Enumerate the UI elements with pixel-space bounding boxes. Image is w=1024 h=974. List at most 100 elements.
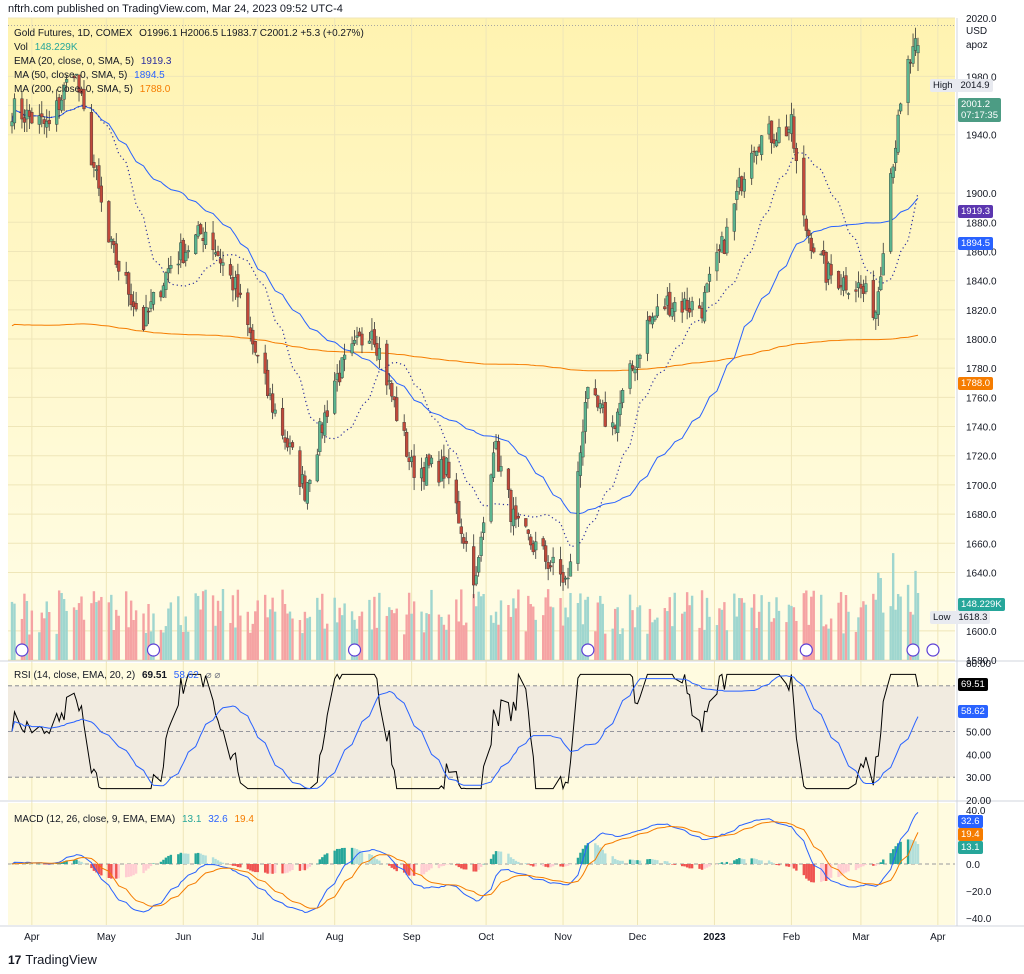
macd-histogram-bar <box>164 857 168 864</box>
symbol-title: Gold Futures, 1D, COMEX <box>14 28 133 39</box>
candle-body <box>750 152 754 179</box>
volume-bar <box>532 606 535 660</box>
candle-body <box>668 291 672 316</box>
macd-histogram-bar <box>234 864 237 866</box>
volume-bar <box>422 632 426 660</box>
candle-body <box>509 490 513 522</box>
volume-bar <box>874 599 878 660</box>
macd-histogram-bar <box>288 864 292 872</box>
volume-bar <box>507 604 510 660</box>
macd-histogram-bar <box>718 863 721 865</box>
rsi-tick-label: 30.00 <box>966 773 991 784</box>
candle-body <box>663 306 667 310</box>
candle-body <box>216 251 220 257</box>
volume-bar <box>738 597 741 660</box>
macd-histogram-bar <box>735 859 738 864</box>
volume-bar <box>777 610 781 660</box>
macd-histogram-bar <box>445 864 448 865</box>
macd-histogram-bar <box>427 864 431 871</box>
macd-histogram-bar <box>402 864 406 873</box>
volume-bar <box>112 629 115 660</box>
candle-body <box>653 315 657 321</box>
candle-body <box>204 231 208 245</box>
macd-histogram-bar <box>911 840 915 864</box>
rsi-hidden-icons[interactable]: ⌀ ⌀ <box>205 670 221 681</box>
macd-histogram-bar <box>824 864 828 881</box>
candle-body <box>581 431 585 458</box>
volume-bar <box>412 601 416 660</box>
candle-body <box>263 352 267 374</box>
event-marker-icon <box>906 643 920 657</box>
macd-histogram-bar <box>90 864 93 869</box>
scale-label[interactable]: apoz <box>966 40 988 51</box>
macd-histogram-bar <box>507 853 510 864</box>
macd-histogram-bar <box>810 864 813 883</box>
candle-body <box>429 457 434 465</box>
macd-histogram-bar <box>767 860 771 864</box>
volume-bar <box>447 614 451 660</box>
candle-body <box>896 114 900 153</box>
macd-histogram-bar <box>45 864 48 865</box>
candle-body <box>894 147 898 163</box>
macd-histogram-bar <box>80 861 83 864</box>
candle-body <box>161 285 166 298</box>
macd-histogram-bar <box>882 859 885 864</box>
volume-bar <box>882 612 885 660</box>
volume-bar <box>633 627 637 660</box>
macd-histogram-bar <box>666 861 669 864</box>
candle-body <box>755 150 759 156</box>
macd-histogram-bar <box>440 864 443 867</box>
macd-histogram-bar <box>115 864 118 879</box>
macd-histogram-bar <box>97 864 101 875</box>
price-tick-label: 1840.0 <box>966 277 997 288</box>
volume-bar <box>527 595 530 660</box>
volume-bar <box>767 601 771 660</box>
candle-body <box>891 166 895 178</box>
rsi-tick-label: 20.00 <box>966 796 991 807</box>
macd-histogram-bar <box>291 864 294 871</box>
volume-bar <box>301 633 304 660</box>
candle-body <box>464 540 468 544</box>
macd-histogram-bar <box>514 860 518 864</box>
macd-histogram-bar <box>124 864 128 878</box>
volume-bar <box>323 628 326 660</box>
volume-bar <box>254 611 257 660</box>
volume-bar <box>638 605 642 660</box>
volume-bar <box>25 600 29 660</box>
volume-bar <box>407 592 411 660</box>
volume-bar <box>877 572 880 660</box>
volume-bar <box>465 622 468 660</box>
volume-bar <box>479 596 483 660</box>
macd-histogram-bar <box>77 860 81 864</box>
macd-histogram-bar <box>368 854 371 864</box>
candle-body <box>586 387 590 399</box>
candle-body <box>390 383 394 397</box>
macd-histogram-bar <box>254 864 257 873</box>
macd-histogram-bar <box>405 864 408 875</box>
volume-bar <box>127 627 130 660</box>
volume-bar <box>827 628 830 660</box>
candle-body <box>186 250 190 253</box>
candle-body <box>906 59 910 103</box>
macd-histogram-bar <box>196 852 200 864</box>
candle-body <box>352 339 357 344</box>
volume-bar <box>894 609 897 660</box>
candle-body <box>97 165 101 189</box>
candle-body <box>298 450 302 487</box>
volume-bar <box>646 633 649 660</box>
volume-bar <box>864 604 868 660</box>
volume-bar <box>159 629 163 660</box>
candle-body <box>387 380 391 382</box>
candle-body <box>568 561 573 577</box>
macd-histogram-bar <box>561 864 565 867</box>
ma200-line <box>11 323 919 372</box>
macd-histogram-bar <box>750 858 753 864</box>
macd-histogram-bar <box>214 858 217 864</box>
macd-histogram-bar <box>906 839 910 864</box>
volume-bar <box>375 627 379 660</box>
candle-body <box>109 238 113 242</box>
macd-histogram-bar <box>460 864 463 869</box>
volume-bar <box>187 631 190 660</box>
candle-body <box>340 357 344 378</box>
